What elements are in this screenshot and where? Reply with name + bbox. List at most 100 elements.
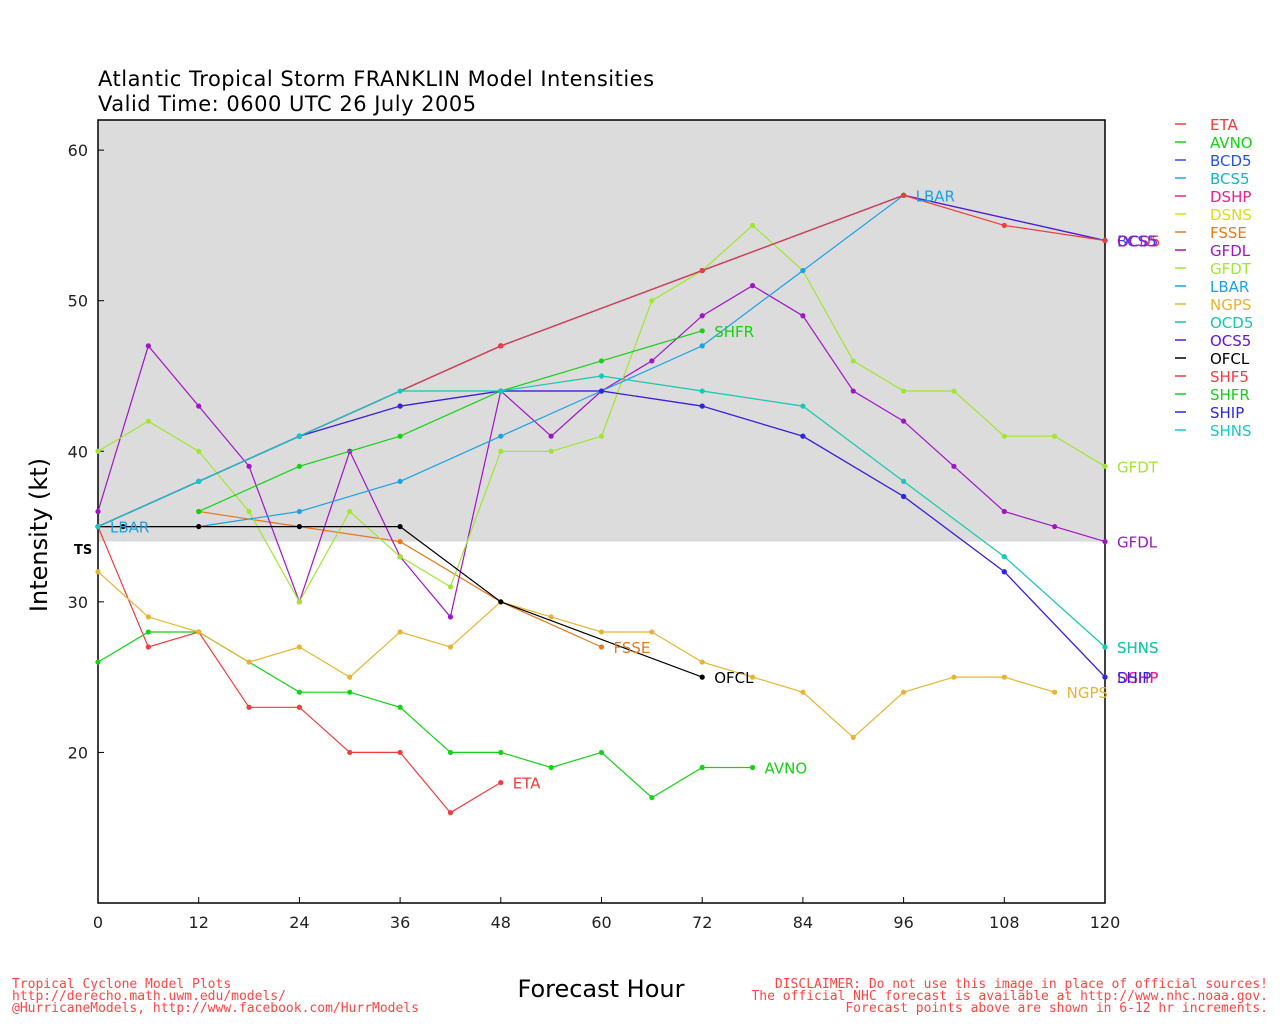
data-point: [1001, 674, 1007, 680]
data-point: [145, 644, 151, 650]
end-label-eta: ETA: [513, 775, 541, 793]
end-label-lbar: LBAR: [916, 187, 955, 205]
data-point: [196, 508, 202, 515]
footer-left-line-3: @HurricaneModels, http://www.facebook.co…: [12, 1001, 419, 1016]
footer-right-line-1: DISCLAIMER: Do not use this image in pla…: [775, 977, 1268, 992]
x-tick-label: 120: [1090, 913, 1121, 932]
data-point: [397, 749, 403, 756]
data-point: [246, 508, 252, 515]
x-tick-label: 60: [591, 913, 611, 932]
data-point: [699, 388, 705, 394]
legend-label: SHIP: [1210, 404, 1244, 422]
end-label-overlap: SHNS: [1117, 639, 1159, 657]
legend-item-shf5: SHF5: [1175, 368, 1249, 386]
y-tick-label: 50: [68, 292, 88, 311]
legend-label: BCS5: [1210, 170, 1250, 188]
data-point: [1001, 554, 1007, 560]
data-point: [447, 810, 454, 816]
data-point: [498, 388, 504, 394]
data-point: [598, 629, 605, 635]
footer-left-line-1: Tropical Cyclone Model Plots: [12, 977, 231, 992]
legend-item-shns: SHNS: [1175, 422, 1252, 440]
data-point: [397, 523, 403, 530]
data-point: [1052, 523, 1058, 530]
data-point: [498, 448, 504, 454]
data-point: [951, 674, 957, 680]
data-point: [145, 614, 151, 620]
data-point: [649, 298, 655, 304]
data-point: [246, 704, 252, 710]
data-point: [397, 433, 403, 439]
data-point: [548, 448, 554, 454]
data-point: [296, 599, 302, 605]
legend-label: SHF5: [1210, 368, 1249, 386]
tropical-storm-band: [98, 120, 1105, 542]
x-tick-label: 0: [93, 913, 103, 932]
data-point: [1102, 644, 1108, 650]
data-point: [397, 478, 403, 484]
end-label-overlap: BCS5: [1117, 232, 1157, 250]
legend-label: DSNS: [1210, 206, 1252, 224]
legend-label: DSHP: [1210, 188, 1251, 206]
data-point: [447, 614, 454, 620]
x-tick-label: 36: [390, 913, 410, 932]
ts-threshold-label: TS: [74, 543, 92, 558]
x-tick-label: 84: [793, 913, 813, 932]
y-tick-label: 60: [68, 141, 88, 160]
data-point: [901, 478, 907, 484]
data-point: [749, 222, 756, 229]
y-tick-label: 40: [68, 442, 88, 461]
data-point: [749, 283, 756, 289]
data-point: [95, 523, 101, 530]
data-point: [145, 418, 151, 424]
end-label-overlap: OCS5: [1117, 232, 1158, 250]
data-point: [1001, 433, 1007, 439]
data-point: [397, 388, 403, 394]
series-layer: [95, 192, 1108, 816]
legend-label: AVNO: [1210, 134, 1253, 152]
data-point: [296, 523, 302, 530]
data-point: [498, 779, 504, 786]
data-point: [498, 343, 504, 349]
data-point: [800, 433, 806, 439]
data-point: [901, 418, 907, 424]
data-point: [951, 388, 957, 394]
y-tick-label: 30: [68, 593, 88, 612]
legend-label: LBAR: [1210, 278, 1249, 296]
x-tick-label: 108: [989, 913, 1020, 932]
data-point: [699, 403, 705, 409]
x-tick-label: 24: [289, 913, 309, 932]
chart-subtitle: Valid Time: 0600 UTC 26 July 2005: [98, 92, 477, 116]
data-point: [447, 644, 454, 650]
legend-item-dsns: DSNS: [1175, 206, 1252, 224]
data-point: [347, 508, 353, 515]
data-point: [1001, 508, 1007, 515]
series-line: [198, 330, 703, 513]
legend-label: BCD5: [1210, 152, 1252, 170]
data-point: [296, 508, 302, 515]
legend-item-avno: AVNO: [1175, 134, 1253, 152]
series-line: [98, 525, 703, 678]
data-point: [649, 794, 655, 801]
y-tick-label: 20: [68, 743, 88, 762]
data-point: [296, 704, 302, 710]
data-point: [196, 478, 202, 484]
data-point: [296, 433, 302, 439]
legend-item-lbar: LBAR: [1175, 278, 1249, 296]
data-point: [246, 659, 252, 665]
end-label-ngps: NGPS: [1067, 684, 1108, 702]
data-point: [296, 689, 302, 695]
data-point: [901, 493, 907, 500]
data-point: [397, 403, 403, 409]
data-point: [397, 629, 403, 635]
data-point: [699, 313, 705, 319]
data-point: [1052, 433, 1058, 439]
x-axis-title: Forecast Hour: [518, 975, 685, 1003]
chart-title: Atlantic Tropical Storm FRANKLIN Model I…: [98, 67, 655, 91]
legend-item-ocd5: OCD5: [1175, 314, 1253, 332]
series-line: [97, 526, 502, 814]
legend-label: OCS5: [1210, 332, 1251, 350]
legend: ETAAVNOBCD5BCS5DSHPDSNSFSSEGFDLGFDTLBARN…: [1175, 116, 1253, 440]
end-label-overlap: DSHP: [1117, 669, 1158, 687]
data-point: [749, 674, 756, 680]
